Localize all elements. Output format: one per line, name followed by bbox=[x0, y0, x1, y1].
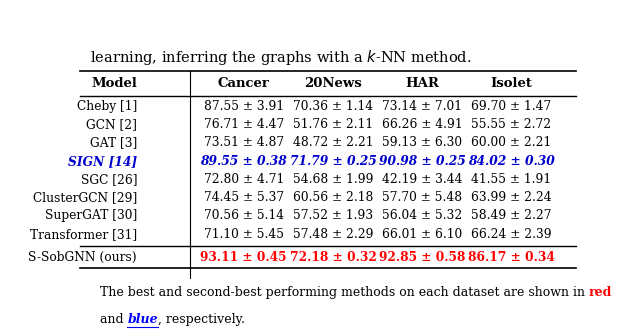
Text: SGC [26]: SGC [26] bbox=[81, 173, 137, 186]
Text: 57.70 ± 5.48: 57.70 ± 5.48 bbox=[382, 191, 462, 204]
Text: S-SobGNN (ours): S-SobGNN (ours) bbox=[28, 251, 137, 264]
Text: 42.19 ± 3.44: 42.19 ± 3.44 bbox=[382, 173, 463, 186]
Text: 74.45 ± 5.37: 74.45 ± 5.37 bbox=[204, 191, 284, 204]
Text: 66.01 ± 6.10: 66.01 ± 6.10 bbox=[382, 228, 462, 241]
Text: Cheby [1]: Cheby [1] bbox=[77, 100, 137, 113]
Text: 73.14 ± 7.01: 73.14 ± 7.01 bbox=[382, 100, 462, 113]
Text: Transformer [31]: Transformer [31] bbox=[30, 228, 137, 241]
Text: 92.85 ± 0.58: 92.85 ± 0.58 bbox=[379, 251, 465, 264]
Text: learning, inferring the graphs with a $k$-NN method.: learning, inferring the graphs with a $k… bbox=[90, 48, 472, 67]
Text: red: red bbox=[589, 286, 612, 299]
Text: 60.00 ± 2.21: 60.00 ± 2.21 bbox=[472, 137, 552, 149]
Text: HAR: HAR bbox=[405, 77, 439, 90]
Text: , respectively.: , respectively. bbox=[158, 313, 245, 326]
Text: 57.48 ± 2.29: 57.48 ± 2.29 bbox=[292, 228, 373, 241]
Text: GAT [3]: GAT [3] bbox=[90, 137, 137, 149]
Text: 20News: 20News bbox=[304, 77, 362, 90]
Text: 71.79 ± 0.25: 71.79 ± 0.25 bbox=[289, 155, 376, 168]
Text: blue: blue bbox=[127, 313, 158, 326]
Text: 73.51 ± 4.87: 73.51 ± 4.87 bbox=[204, 137, 284, 149]
Text: 84.02 ± 0.30: 84.02 ± 0.30 bbox=[468, 155, 555, 168]
Text: 93.11 ± 0.45: 93.11 ± 0.45 bbox=[200, 251, 287, 264]
Text: GCN [2]: GCN [2] bbox=[86, 118, 137, 131]
Text: 56.04 ± 5.32: 56.04 ± 5.32 bbox=[382, 209, 462, 222]
Text: 72.80 ± 4.71: 72.80 ± 4.71 bbox=[204, 173, 284, 186]
Text: 51.76 ± 2.11: 51.76 ± 2.11 bbox=[293, 118, 373, 131]
Text: 76.71 ± 4.47: 76.71 ± 4.47 bbox=[204, 118, 284, 131]
Text: Model: Model bbox=[91, 77, 137, 90]
Text: 86.17 ± 0.34: 86.17 ± 0.34 bbox=[468, 251, 555, 264]
Text: 71.10 ± 5.45: 71.10 ± 5.45 bbox=[204, 228, 284, 241]
Text: 55.55 ± 2.72: 55.55 ± 2.72 bbox=[472, 118, 552, 131]
Text: Cancer: Cancer bbox=[218, 77, 269, 90]
Text: 66.24 ± 2.39: 66.24 ± 2.39 bbox=[471, 228, 552, 241]
Text: and: and bbox=[100, 313, 127, 326]
Text: 70.36 ± 1.14: 70.36 ± 1.14 bbox=[293, 100, 373, 113]
Text: 70.56 ± 5.14: 70.56 ± 5.14 bbox=[204, 209, 284, 222]
Text: 59.13 ± 6.30: 59.13 ± 6.30 bbox=[382, 137, 462, 149]
Text: 87.55 ± 3.91: 87.55 ± 3.91 bbox=[204, 100, 284, 113]
Text: SIGN [14]: SIGN [14] bbox=[68, 155, 137, 168]
Text: 58.49 ± 2.27: 58.49 ± 2.27 bbox=[471, 209, 552, 222]
Text: 66.26 ± 4.91: 66.26 ± 4.91 bbox=[382, 118, 463, 131]
Text: SuperGAT [30]: SuperGAT [30] bbox=[45, 209, 137, 222]
Text: 57.52 ± 1.93: 57.52 ± 1.93 bbox=[293, 209, 373, 222]
Text: ClusterGCN [29]: ClusterGCN [29] bbox=[33, 191, 137, 204]
Text: 60.56 ± 2.18: 60.56 ± 2.18 bbox=[292, 191, 373, 204]
Text: 90.98 ± 0.25: 90.98 ± 0.25 bbox=[379, 155, 466, 168]
Text: 54.68 ± 1.99: 54.68 ± 1.99 bbox=[292, 173, 373, 186]
Text: 89.55 ± 0.38: 89.55 ± 0.38 bbox=[200, 155, 287, 168]
Text: Isolet: Isolet bbox=[491, 77, 532, 90]
Text: 63.99 ± 2.24: 63.99 ± 2.24 bbox=[471, 191, 552, 204]
Text: 72.18 ± 0.32: 72.18 ± 0.32 bbox=[289, 251, 376, 264]
Text: 41.55 ± 1.91: 41.55 ± 1.91 bbox=[472, 173, 552, 186]
Text: 48.72 ± 2.21: 48.72 ± 2.21 bbox=[292, 137, 373, 149]
Text: The best and second-best performing methods on each dataset are shown in: The best and second-best performing meth… bbox=[100, 286, 589, 299]
Text: 69.70 ± 1.47: 69.70 ± 1.47 bbox=[472, 100, 552, 113]
